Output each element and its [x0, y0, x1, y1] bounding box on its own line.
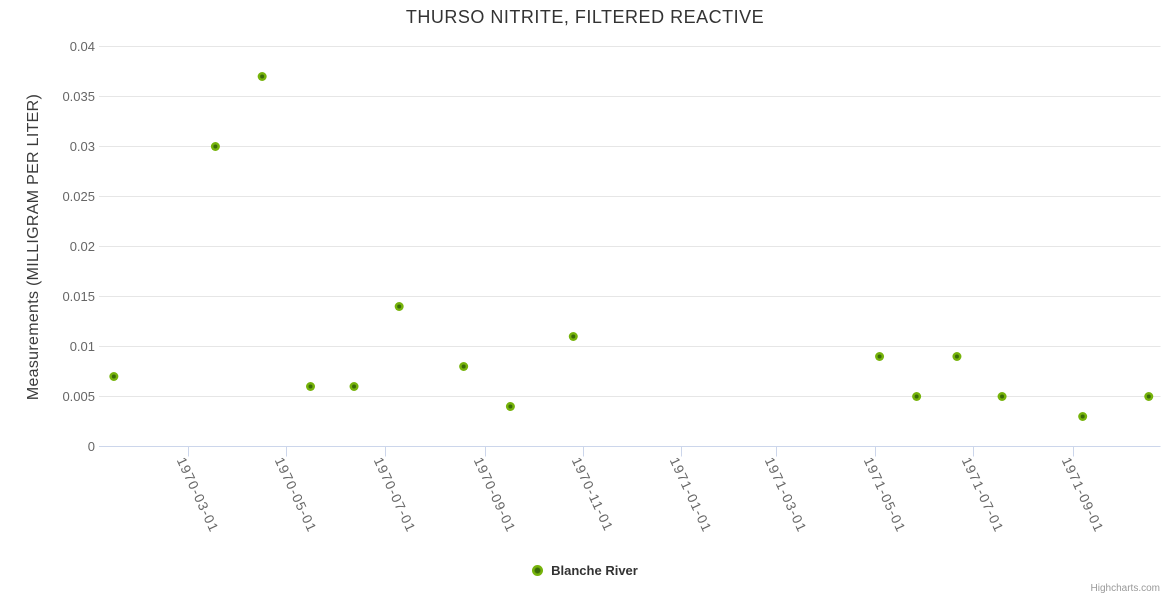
y-axis-label: 0.02 [70, 239, 95, 254]
y-axis-label: 0 [88, 439, 95, 454]
data-point[interactable] [1078, 412, 1088, 421]
data-point[interactable] [459, 362, 469, 371]
x-axis-label: 1971-03-01 [762, 455, 810, 535]
x-axis-label: 1970-11-01 [569, 455, 616, 534]
data-point-center [111, 374, 116, 379]
x-axis-label: 1970-09-01 [471, 455, 519, 535]
data-point[interactable] [997, 392, 1007, 401]
legend-marker-icon [532, 565, 544, 576]
data-point[interactable] [568, 332, 578, 341]
data-point-center [954, 354, 959, 359]
data-point[interactable] [912, 392, 922, 401]
y-axis-label: 0.01 [70, 339, 95, 354]
data-point-center [571, 334, 576, 339]
data-point-center [352, 384, 357, 389]
y-axis-label: 0.015 [62, 289, 95, 304]
x-axis-label: 1970-03-01 [174, 455, 222, 535]
data-point[interactable] [875, 352, 885, 361]
x-axis-label: 1970-07-01 [371, 455, 419, 535]
data-point-center [508, 404, 513, 409]
data-point-center [914, 394, 919, 399]
data-point-center [397, 304, 402, 309]
y-axis-label: 0.005 [62, 389, 95, 404]
highcharts-credit-link[interactable]: Highcharts.com [1090, 583, 1160, 594]
y-axis-label: 0.03 [70, 139, 95, 154]
legend-label: Blanche River [551, 563, 638, 578]
x-axis-label: 1971-09-01 [1059, 455, 1107, 535]
data-point-center [1146, 394, 1151, 399]
x-axis-label: 1971-07-01 [959, 455, 1007, 535]
data-point-center [213, 144, 218, 149]
data-point[interactable] [349, 382, 359, 391]
y-axis-label: 0.025 [62, 189, 95, 204]
data-point[interactable] [306, 382, 316, 391]
data-point[interactable] [109, 372, 119, 381]
data-point-center [461, 364, 466, 369]
data-point-center [260, 74, 265, 79]
x-axis-label: 1971-05-01 [861, 455, 909, 535]
y-axis-label: 0.04 [70, 39, 95, 54]
data-point[interactable] [257, 72, 267, 81]
data-point-center [877, 354, 882, 359]
y-axis-label: 0.035 [62, 89, 95, 104]
chart-title: THURSO NITRITE, FILTERED REACTIVE [405, 7, 765, 27]
data-point-center [1080, 414, 1085, 419]
data-point[interactable] [505, 402, 515, 411]
x-axis-label: 1971-01-01 [667, 455, 715, 535]
data-point[interactable] [952, 352, 962, 361]
data-point[interactable] [394, 302, 404, 311]
x-axis-label: 1970-05-01 [272, 455, 320, 535]
data-point[interactable] [210, 142, 220, 151]
data-point[interactable] [1144, 392, 1154, 401]
data-point-center [308, 384, 313, 389]
legend-item[interactable]: Blanche River [0, 563, 1170, 578]
data-point-center [1000, 394, 1005, 399]
